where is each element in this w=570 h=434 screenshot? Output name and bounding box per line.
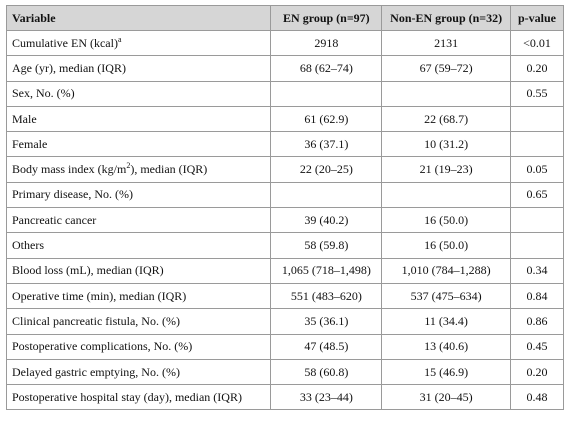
cell-text: Cumulative EN (kcal) [12,35,118,50]
cell-text: ), median (IQR) [130,162,208,177]
table-cell: 1,010 (784–1,288) [381,257,512,284]
table-cell [381,80,512,107]
table-cell: 21 (19–23) [381,156,512,183]
table-cell: Sex, No. (%) [5,80,272,107]
table-cell: Pancreatic cancer [5,207,272,234]
header-cell: EN group (n=97) [270,5,383,31]
table-cell: Male [5,105,272,133]
data-table: Variable EN group (n=97) Non-EN group (n=3… [5,5,564,411]
table-cell: 16 (50.0) [381,232,512,259]
cell-text: Body mass index (kg/m [12,162,127,177]
table-cell: 0.55 [510,80,564,107]
table-cell: 10 (31.2) [381,131,512,158]
table-cell: 15 (46.9) [381,358,512,386]
table-cell: 61 (62.9) [270,105,383,133]
table-cell: 35 (36.1) [270,308,383,335]
table-cell: 551 (483–620) [270,282,383,310]
table-cell: 537 (475–634) [381,282,512,310]
table-cell: 0.20 [510,358,564,386]
table-cell: 0.05 [510,156,564,183]
table-cell: 67 (59–72) [381,55,512,82]
table-row: Sex, No. (%) 0.55 [5,80,564,107]
table-cell: Blood loss (mL), median (IQR) [5,257,272,284]
table-row: Male 61 (62.9) 22 (68.7) [5,105,564,133]
table-cell: Female [5,131,272,158]
table-cell: <0.01 [510,29,564,57]
table-row: Others 58 (59.8) 16 (50.0) [5,232,564,259]
table-cell [510,207,564,234]
table-cell: 1,065 (718–1,498) [270,257,383,284]
table-cell: 22 (68.7) [381,105,512,133]
table-cell: Clinical pancreatic fistula, No. (%) [5,308,272,335]
table-cell [510,232,564,259]
superscript: a [117,34,122,44]
table-cell: 0.84 [510,282,564,310]
table-cell [510,105,564,133]
table-cell: Operative time (min), median (IQR) [5,282,272,310]
table-cell: 2131 [381,29,512,57]
table-cell: 33 (23–44) [270,384,383,411]
table-cell: 22 (20–25) [270,156,383,183]
header-row: Variable EN group (n=97) Non-EN group (n=3… [5,5,564,31]
table-cell: 58 (59.8) [270,232,383,259]
table-cell: 0.45 [510,333,564,360]
table-cell [270,80,383,107]
table-cell [381,181,512,209]
table-cell: 0.86 [510,308,564,335]
table-cell: Cumulative EN (kcal)a [5,29,272,57]
table-cell: 36 (37.1) [270,131,383,158]
table-row: Postoperative complications, No. (%) 47 (… [5,333,564,360]
table-cell: 58 (60.8) [270,358,383,386]
table-cell [270,181,383,209]
table-row: Age (yr), median (IQR) 68 (62–74) 67 (59–7… [5,55,564,82]
header-cell: p-value [510,5,564,31]
table-cell: 2918 [270,29,383,57]
table-row: Female 36 (37.1) 10 (31.2) [5,131,564,158]
table-cell [510,131,564,158]
table-cell: Primary disease, No. (%) [5,181,272,209]
header-cell: Variable [5,5,272,31]
table-cell: 31 (20–45) [381,384,512,411]
table-cell: 0.65 [510,181,564,209]
table-row: Blood loss (mL), median (IQR) 1,065 (718–… [5,257,564,284]
table-row: Postoperative hospital stay (day), media… [5,384,564,411]
table-row: Primary disease, No. (%) 0.65 [5,181,564,209]
superscript: 2 [126,161,131,171]
table-row: Cumulative EN (kcal)a 2918 2131 <0.01 [5,29,564,57]
table-row: Operative time (min), median (IQR) 551 (4… [5,282,564,310]
table-cell: 11 (34.4) [381,308,512,335]
table-cell: Delayed gastric emptying, No. (%) [5,358,272,386]
table-cell: Body mass index (kg/m2), median (IQR) [5,156,272,183]
table-cell: Age (yr), median (IQR) [5,55,272,82]
table-cell: 16 (50.0) [381,207,512,234]
table-cell: 0.34 [510,257,564,284]
table-cell: Postoperative complications, No. (%) [5,333,272,360]
table-body: Cumulative EN (kcal)a 2918 2131 <0.01 Age (y… [5,29,564,411]
table-row: Pancreatic cancer 39 (40.2) 16 (50.0) [5,207,564,234]
table-row: Body mass index (kg/m2), median (IQR) 22 … [5,156,564,183]
table-cell: 39 (40.2) [270,207,383,234]
header-cell: Non-EN group (n=32) [381,5,512,31]
table-row: Clinical pancreatic fistula, No. (%) 35 (… [5,308,564,335]
table-cell: 47 (48.5) [270,333,383,360]
table-cell: 0.48 [510,384,564,411]
table-row: Delayed gastric emptying, No. (%) 58 (60.… [5,358,564,386]
table-cell: Others [5,232,272,259]
table-cell: Postoperative hospital stay (day), media… [5,384,272,411]
table-cell: 0.20 [510,55,564,82]
table-cell: 13 (40.6) [381,333,512,360]
table-cell: 68 (62–74) [270,55,383,82]
